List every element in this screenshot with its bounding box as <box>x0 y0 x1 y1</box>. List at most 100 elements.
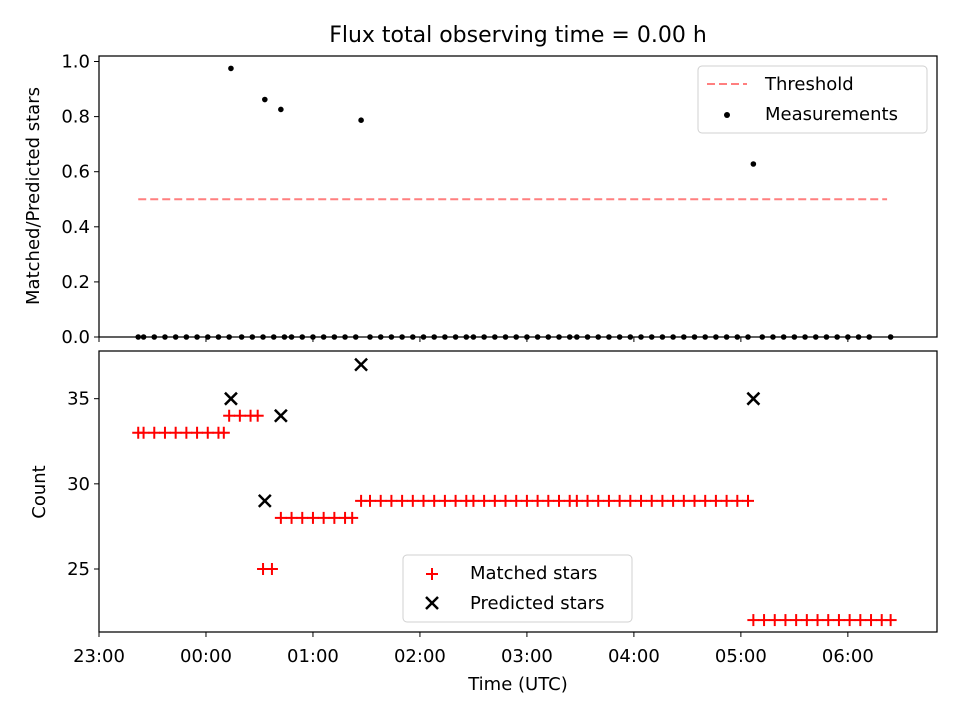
bottom-x-axis: 23:00 00:00 01:00 02:00 03:00 04:00 05:00 06:00 <box>73 632 874 667</box>
matched-star-point <box>191 426 204 439</box>
chart-title: Flux total observing time = 0.00 h <box>329 23 707 48</box>
matched-star-point <box>158 426 171 439</box>
matched-star-point <box>832 614 845 627</box>
legend-measurements-swatch <box>724 112 730 118</box>
y-tick-label: 0.0 <box>61 327 90 348</box>
matched-star-point <box>709 494 722 507</box>
matched-star-point <box>592 494 605 507</box>
top-y-axis: 0.0 0.2 0.4 0.6 0.8 1.0 <box>61 52 99 348</box>
y-tick-label: 0.6 <box>61 162 90 183</box>
measurement-point <box>358 117 364 123</box>
measurement-point <box>750 161 757 167</box>
matched-star-point <box>884 614 897 627</box>
matched-star-point <box>510 494 523 507</box>
legend-predicted-label: Predicted stars <box>470 593 604 614</box>
matched-star-point <box>667 494 680 507</box>
measurement-point <box>278 106 284 113</box>
matched-star-point <box>265 562 278 575</box>
matched-star-point <box>645 494 658 507</box>
matched-star-point <box>865 614 878 627</box>
matched-star-point <box>747 614 760 627</box>
predicted-star-point <box>257 493 272 508</box>
x-tick-label: 01:00 <box>287 646 339 667</box>
y-tick-label: 25 <box>67 559 90 580</box>
matched-star-point <box>169 426 182 439</box>
top-panel: 0.0 0.2 0.4 0.6 0.8 1.0 Matched/Predicted sta… <box>23 52 938 348</box>
y-tick-label: 0.4 <box>61 217 90 238</box>
matched-star-point <box>274 511 287 524</box>
matched-star-point <box>720 494 733 507</box>
x-tick-label: 05:00 <box>715 646 767 667</box>
matched-star-point <box>531 494 544 507</box>
matched-star-point <box>180 426 193 439</box>
matched-star-point <box>499 494 512 507</box>
matched-star-point <box>800 614 813 627</box>
top-legend: Threshold Measurements <box>697 65 928 134</box>
matched-star-point <box>467 494 480 507</box>
matched-star-point <box>374 494 387 507</box>
predicted-star-point <box>354 357 368 372</box>
x-tick-label: 02:00 <box>394 646 446 667</box>
matched-star-point <box>699 494 712 507</box>
matched-star-point <box>779 614 792 627</box>
matched-star-point <box>385 494 398 507</box>
x-tick-label: 03:00 <box>501 646 553 667</box>
matched-star-point <box>406 494 419 507</box>
matched-star-point <box>201 426 214 439</box>
matched-star-point <box>346 511 359 524</box>
matched-star-point <box>635 494 648 507</box>
matched-star-point <box>417 494 430 507</box>
bottom-y-axis-label: Count <box>29 465 50 518</box>
legend-threshold-label: Threshold <box>764 74 854 95</box>
predicted-stars-series <box>224 357 761 508</box>
matched-star-point <box>428 494 441 507</box>
matched-star-point <box>688 494 701 507</box>
top-plot-frame <box>98 55 938 338</box>
y-tick-label: 35 <box>67 389 90 410</box>
matched-star-point <box>843 614 856 627</box>
matched-star-point <box>731 494 744 507</box>
predicted-star-point <box>746 391 761 406</box>
legend-measurements-label: Measurements <box>765 104 898 125</box>
matched-star-point <box>854 614 867 627</box>
legend-matched-swatch <box>426 568 438 580</box>
matched-star-point <box>570 494 583 507</box>
matched-star-point <box>478 494 491 507</box>
matched-star-point <box>137 426 150 439</box>
matched-star-point <box>233 409 246 422</box>
matched-star-point <box>306 511 319 524</box>
y-tick-label: 0.2 <box>61 272 90 293</box>
bottom-legend: Matched stars Predicted stars <box>402 554 633 623</box>
matched-star-point <box>438 494 451 507</box>
matched-star-point <box>742 494 755 507</box>
matched-star-point <box>602 494 615 507</box>
matched-star-point <box>449 494 462 507</box>
y-tick-label: 30 <box>67 474 90 495</box>
matched-star-point <box>677 494 690 507</box>
top-legend-frame <box>697 65 928 134</box>
predicted-star-point <box>224 391 238 406</box>
matched-star-point <box>251 409 264 422</box>
matched-star-point <box>488 494 501 507</box>
bottom-y-axis: 25 30 35 <box>67 389 99 580</box>
x-tick-label: 04:00 <box>608 646 660 667</box>
matched-star-point <box>624 494 637 507</box>
matched-star-point <box>296 511 309 524</box>
matched-star-point <box>581 494 594 507</box>
matched-star-point <box>396 494 409 507</box>
x-tick-label: 06:00 <box>822 646 874 667</box>
matched-star-point <box>822 614 835 627</box>
measurement-point <box>228 65 234 72</box>
top-x-axis <box>98 337 849 342</box>
bottom-legend-frame <box>402 554 633 623</box>
matched-star-point <box>811 614 824 627</box>
matched-star-point <box>317 511 330 524</box>
matched-star-point <box>656 494 669 507</box>
legend-matched-label: Matched stars <box>470 563 597 584</box>
top-y-axis-label: Matched/Predicted stars <box>23 87 44 305</box>
matched-star-point <box>768 614 781 627</box>
predicted-star-point <box>273 408 288 423</box>
y-tick-label: 0.8 <box>61 107 90 128</box>
matched-star-point <box>613 494 626 507</box>
matched-star-point <box>520 494 533 507</box>
